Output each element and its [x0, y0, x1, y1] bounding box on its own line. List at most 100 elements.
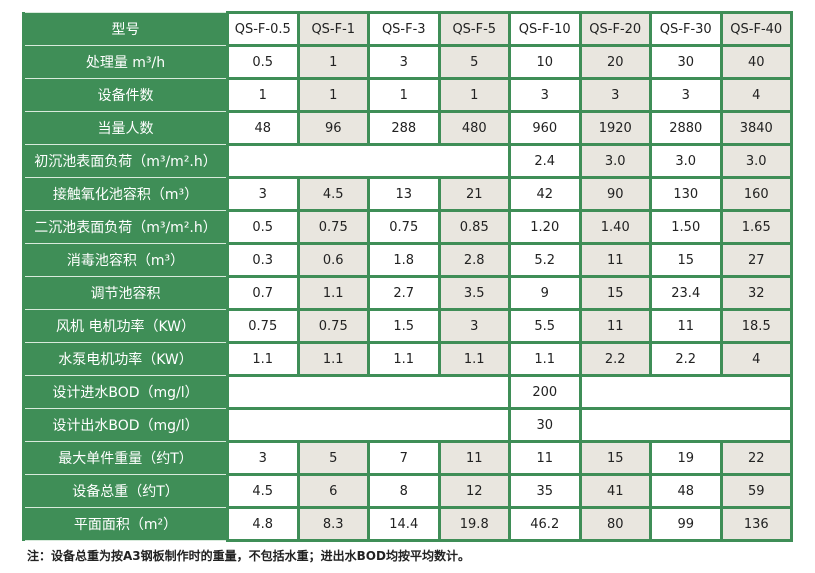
value-cell: 160: [719, 176, 793, 212]
value-cell: 11: [437, 440, 511, 476]
value-cell: 0.7: [226, 275, 300, 311]
value-cell: 1.1: [367, 341, 441, 377]
value-cell: 1.1: [508, 341, 582, 377]
value-cell: 8.3: [296, 506, 370, 542]
value-cell: 15: [578, 275, 652, 311]
value-cell: 1.1: [296, 341, 370, 377]
table-row: 二沉池表面负荷（m³/m².h） 0.5 0.75 0.75 0.85 1.20 1.40 1…: [22, 209, 793, 245]
value-cell: 2.2: [578, 341, 652, 377]
table-row: 消毒池容积（m³） 0.3 0.6 1.8 2.8 5.2 11 15 27: [22, 242, 793, 278]
row-label: 平面面积（m²）: [22, 507, 229, 541]
value-cell: 14.4: [367, 506, 441, 542]
value-cell: 4.5: [296, 176, 370, 212]
row-label: 风机 电机功率（KW）: [22, 309, 229, 343]
value-cell: 10: [508, 44, 582, 80]
value-cell: 2.8: [437, 242, 511, 278]
value-cell: 0.3: [226, 242, 300, 278]
row-label: 最大单件重量（约T）: [22, 441, 229, 475]
value-cell: 5.2: [508, 242, 582, 278]
value-cell: 1: [296, 77, 370, 113]
value-cell: 11: [508, 440, 582, 476]
value-cell: 3.0: [578, 143, 652, 179]
value-cell: 4.8: [226, 506, 300, 542]
value-cell: 11: [578, 308, 652, 344]
value-cell: 46.2: [508, 506, 582, 542]
value-cell: 8: [367, 473, 441, 509]
model-header-cell: QS-F-3: [367, 11, 441, 47]
value-cell: 288: [367, 110, 441, 146]
value-cell: 3840: [719, 110, 793, 146]
table-row: 设备总重（约T） 4.5 6 8 12 35 41 48 59: [22, 473, 793, 509]
value-cell: 9: [508, 275, 582, 311]
value-cell: 1.5: [367, 308, 441, 344]
value-cell: 480: [437, 110, 511, 146]
row-label: 设备件数: [22, 78, 229, 112]
empty-cell: [226, 374, 511, 410]
value-cell: 0.5: [226, 44, 300, 80]
model-header-cell: QS-F-0.5: [226, 11, 300, 47]
value-cell: 2880: [649, 110, 723, 146]
value-cell: 41: [578, 473, 652, 509]
table-row: 水泵电机功率（KW） 1.1 1.1 1.1 1.1 1.1 2.2 2.2 4: [22, 341, 793, 377]
value-cell: 59: [719, 473, 793, 509]
value-cell: 21: [437, 176, 511, 212]
value-cell: 30: [508, 407, 582, 443]
value-cell: 0.5: [226, 209, 300, 245]
value-cell: 19: [649, 440, 723, 476]
value-cell: 2.2: [649, 341, 723, 377]
value-cell: 0.6: [296, 242, 370, 278]
row-label: 接触氧化池容积（m³）: [22, 177, 229, 211]
value-cell: 48: [226, 110, 300, 146]
row-label: 当量人数: [22, 111, 229, 145]
value-cell: 4: [719, 77, 793, 113]
value-cell: 90: [578, 176, 652, 212]
table-row: 设计出水BOD（mg/l） 30: [22, 407, 793, 443]
value-cell: 5: [437, 44, 511, 80]
table-row: 接触氧化池容积（m³） 3 4.5 13 21 42 90 130 160: [22, 176, 793, 212]
value-cell: 0.75: [226, 308, 300, 344]
value-cell: 3: [367, 44, 441, 80]
header-row: 型号 QS-F-0.5 QS-F-1 QS-F-3 QS-F-5 QS-F-10 QS-F-…: [22, 11, 793, 47]
value-cell: 5: [296, 440, 370, 476]
value-cell: 0.75: [296, 308, 370, 344]
value-cell: 30: [649, 44, 723, 80]
value-cell: 1.65: [719, 209, 793, 245]
value-cell: 6: [296, 473, 370, 509]
footnote: 注：设备总重为按A3钢板制作时的重量，不包括水重；进出水BOD均按平均数计。: [27, 549, 470, 563]
value-cell: 0.75: [296, 209, 370, 245]
value-cell: 2.7: [367, 275, 441, 311]
value-cell: 27: [719, 242, 793, 278]
value-cell: 0.85: [437, 209, 511, 245]
model-header-cell: QS-F-5: [437, 11, 511, 47]
value-cell: 35: [508, 473, 582, 509]
table-row: 初沉池表面负荷（m³/m².h） 2.4 3.0 3.0 3.0: [22, 143, 793, 179]
value-cell: 11: [578, 242, 652, 278]
empty-cell: [578, 407, 793, 443]
model-header-cell: QS-F-10: [508, 11, 582, 47]
value-cell: 130: [649, 176, 723, 212]
value-cell: 1920: [578, 110, 652, 146]
value-cell: 1: [296, 44, 370, 80]
table-row: 当量人数 48 96 288 480 960 1920 2880 3840: [22, 110, 793, 146]
value-cell: 1.40: [578, 209, 652, 245]
row-label: 水泵电机功率（KW）: [22, 342, 229, 376]
value-cell: 1.1: [226, 341, 300, 377]
table-row: 最大单件重量（约T） 3 5 7 11 11 15 19 22: [22, 440, 793, 476]
value-cell: 1: [226, 77, 300, 113]
value-cell: 136: [719, 506, 793, 542]
model-header-cell: QS-F-20: [578, 11, 652, 47]
value-cell: 11: [649, 308, 723, 344]
row-label: 消毒池容积（m³）: [22, 243, 229, 277]
table-row: 处理量 m³/h 0.5 1 3 5 10 20 30 40: [22, 44, 793, 80]
value-cell: 80: [578, 506, 652, 542]
header-label: 型号: [22, 12, 229, 46]
table-row: 平面面积（m²） 4.8 8.3 14.4 19.8 46.2 80 99 136: [22, 506, 793, 542]
value-cell: 3.5: [437, 275, 511, 311]
value-cell: 4.5: [226, 473, 300, 509]
value-cell: 3: [649, 77, 723, 113]
row-label: 设计出水BOD（mg/l）: [22, 408, 229, 442]
spec-table: 型号 QS-F-0.5 QS-F-1 QS-F-3 QS-F-5 QS-F-10 QS-F-…: [22, 11, 793, 542]
row-label: 设备总重（约T）: [22, 474, 229, 508]
value-cell: 3.0: [649, 143, 723, 179]
value-cell: 7: [367, 440, 441, 476]
